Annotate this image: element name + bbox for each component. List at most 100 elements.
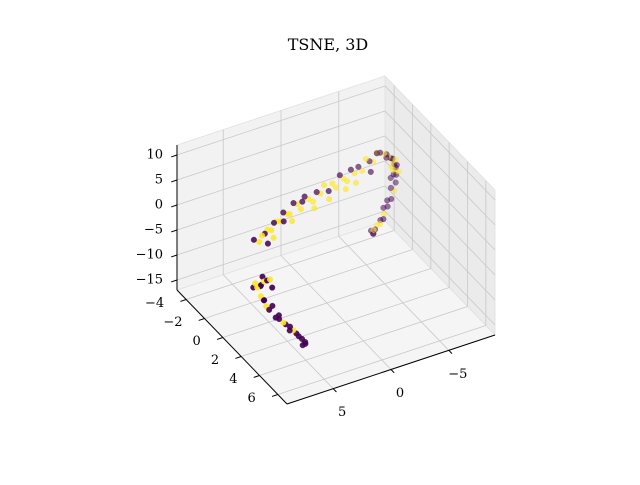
axis-lines [171, 145, 496, 405]
y-tick-mark [235, 356, 242, 359]
scatter-point [347, 166, 354, 173]
scatter-point [280, 319, 287, 326]
scatter-point [259, 232, 266, 239]
axis-panes [176, 75, 496, 405]
scatter-point [297, 206, 304, 213]
scatter-point [393, 161, 400, 168]
grid-z-back-x-0 [384, 85, 496, 201]
scatter-point [290, 200, 297, 207]
scatter-point [367, 168, 374, 175]
scatter-points [250, 149, 402, 349]
z-tick-label: 0 [155, 198, 163, 213]
grid-y-floor-5 [277, 325, 486, 395]
scatter-point [377, 220, 384, 227]
scatter-point [271, 219, 278, 226]
scatter-point [321, 182, 328, 189]
grid-x-floor-1 [280, 255, 392, 370]
scatter-point [326, 196, 333, 203]
y-tick-mark [271, 394, 278, 397]
y-tick-mark [216, 337, 223, 340]
scatter-point [362, 155, 369, 162]
scatter-point [342, 186, 349, 193]
grid-y-floor-4 [259, 306, 468, 376]
z-tick-mark [171, 154, 178, 158]
chart-title: TSNE, 3D [288, 35, 369, 54]
y-axis-line [176, 289, 288, 405]
scatter-point [301, 193, 308, 200]
scatter-point [380, 204, 387, 211]
scatter-point [256, 238, 263, 245]
grid-x-floor-2 [338, 236, 450, 351]
grid-z-back-y-0 [176, 85, 386, 156]
scatter-point [353, 179, 360, 186]
grid-z-back-y-1 [176, 110, 386, 181]
z-tick-label: 10 [146, 148, 163, 163]
y-tick-label: 2 [211, 353, 219, 368]
z-tick-mark [171, 254, 178, 258]
grid-z-back-y-5 [176, 210, 386, 281]
scatter-point [325, 188, 332, 195]
y-tick-mark [180, 299, 187, 302]
scatter-point [299, 342, 306, 349]
scatter-point [299, 198, 306, 205]
y-tick-label: 4 [229, 372, 237, 387]
scatter-point [266, 306, 273, 313]
scatter-point [380, 210, 387, 217]
grid-z-back-x-5 [384, 210, 496, 326]
z-tick-label: −5 [144, 223, 163, 238]
scatter-point [267, 276, 274, 283]
y-tick-label: −2 [163, 315, 182, 330]
y-tick-mark [198, 318, 205, 321]
z-tick-label: −15 [136, 273, 163, 288]
scatter-point [269, 302, 276, 309]
scatter-point [250, 236, 257, 243]
x-tick-label: 0 [396, 386, 404, 401]
y-tick-label: 6 [248, 391, 256, 406]
x-tick-label: −5 [448, 367, 467, 382]
scatter-point [373, 150, 380, 157]
scatter-point [380, 216, 387, 223]
z-tick-mark [171, 229, 178, 233]
z-tick-label: −10 [136, 248, 163, 263]
x-tick-mark [448, 349, 453, 355]
grid-y-floor-0 [186, 230, 395, 300]
scatter-point [392, 156, 399, 163]
grid-z-back-x-2 [384, 135, 496, 251]
z-tick-label: 5 [155, 173, 163, 188]
x-tick-mark [390, 369, 395, 374]
scatter-point [264, 240, 271, 247]
x-tick-mark [332, 388, 337, 393]
scatter-point [359, 167, 366, 174]
grid-z-back-x-4 [384, 185, 496, 301]
scatter-point [329, 180, 336, 187]
z-tick-mark [171, 279, 178, 283]
z-tick-mark [171, 204, 178, 208]
scatter-point [370, 226, 377, 233]
scatter-point [355, 163, 362, 170]
grid-z-back-x-1 [384, 110, 496, 226]
scatter-point [388, 163, 395, 170]
grid-y-floor-2 [222, 268, 431, 338]
scatter-point [260, 297, 267, 304]
scatter-point [387, 184, 394, 191]
scatter-point [313, 189, 320, 196]
scatter-point [257, 293, 264, 300]
scatter-point [280, 209, 287, 216]
scatter-point [269, 284, 276, 291]
scatter-point [252, 280, 259, 287]
grid-z-back-x-3 [384, 160, 496, 276]
scatter-point [392, 179, 399, 186]
scatter-point [286, 327, 293, 334]
scatter-point [289, 218, 296, 225]
scatter-point [384, 197, 391, 204]
scatter-point [311, 205, 318, 212]
scatter-point [340, 175, 347, 182]
z-tick-mark [171, 179, 178, 183]
scatter-point [395, 168, 402, 175]
y-tick-label: 0 [193, 334, 201, 349]
grid-x-floor-0 [222, 274, 334, 389]
scatter-point [336, 172, 343, 179]
